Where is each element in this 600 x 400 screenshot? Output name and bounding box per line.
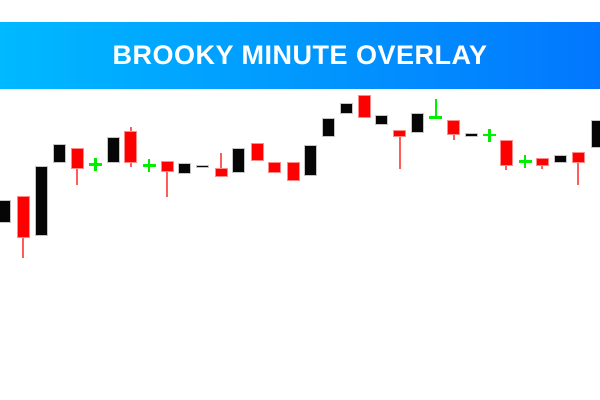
candle-wick	[577, 151, 579, 185]
candle-down	[268, 161, 282, 174]
candle-up	[339, 103, 353, 114]
banner-title: BROOKY MINUTE OVERLAY	[112, 40, 488, 70]
candle-up	[34, 166, 48, 236]
tee-marker-vline	[434, 98, 438, 118]
candle-up	[374, 114, 388, 126]
candle-up	[554, 155, 567, 163]
candle-down	[571, 151, 585, 164]
candle-down	[124, 130, 138, 164]
candle-up	[178, 162, 192, 175]
candle-down	[535, 157, 549, 166]
candle-down	[357, 94, 371, 118]
candle-down	[214, 168, 228, 177]
candle-wick	[398, 129, 401, 169]
plus-marker-vbar	[488, 128, 491, 142]
candle-up	[53, 144, 66, 163]
candle-up	[106, 136, 120, 164]
plus-marker-vbar	[94, 157, 97, 171]
candle-down	[447, 119, 461, 135]
candle-down	[250, 143, 264, 161]
candle-up	[590, 120, 600, 149]
candle-up	[464, 132, 478, 137]
candle-down	[499, 140, 513, 166]
candle-down	[70, 148, 84, 170]
candle-down	[286, 161, 300, 181]
candle-down	[160, 161, 174, 173]
candle-wick	[166, 161, 168, 197]
plus-marker-vbar	[147, 159, 151, 173]
tee-marker-hbar	[429, 116, 443, 119]
candle-down	[393, 129, 406, 138]
candle-up	[321, 117, 335, 137]
plus-marker-vbar	[523, 155, 527, 169]
candle-up	[232, 148, 246, 174]
candle-down	[16, 196, 30, 238]
candle-wick	[220, 152, 223, 177]
candle-up	[410, 113, 424, 133]
candle-up	[0, 200, 12, 223]
title-banner: BROOKY MINUTE OVERLAY	[0, 22, 600, 89]
candle-up	[195, 165, 209, 169]
candle-up	[303, 145, 317, 176]
